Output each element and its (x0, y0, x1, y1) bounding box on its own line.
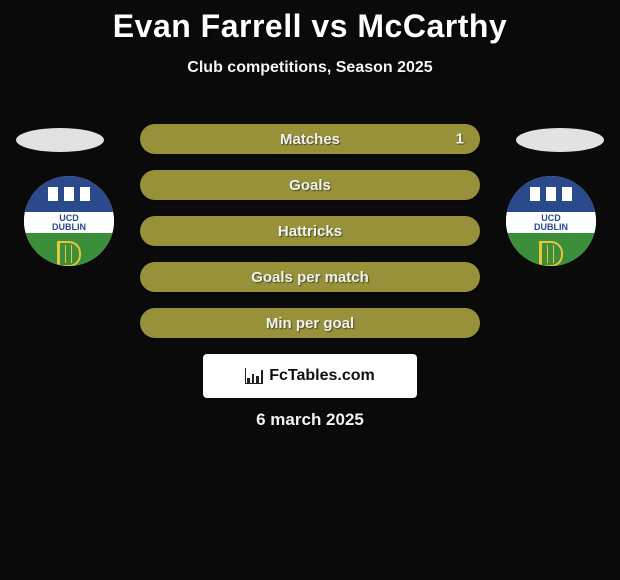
stat-bars: Matches 1 Goals Hattricks Goals per matc… (140, 124, 480, 354)
player-avatar-right (516, 128, 604, 152)
site-logo-text: FcTables.com (269, 367, 375, 385)
stat-bar-label: Matches (280, 131, 340, 148)
badge-bottom (506, 233, 596, 266)
site-logo: FcTables.com (203, 354, 417, 398)
badge-text: UCDDUBLIN (506, 212, 596, 233)
stat-bar-label: Min per goal (266, 315, 354, 332)
stat-bar-label: Goals (289, 177, 331, 194)
subtitle: Club competitions, Season 2025 (0, 59, 620, 77)
date-label: 6 march 2025 (0, 410, 620, 430)
stat-bar-goals: Goals (140, 170, 480, 200)
stat-bar-hattricks: Hattricks (140, 216, 480, 246)
stat-bar-label: Hattricks (278, 223, 342, 240)
stat-bar-matches: Matches 1 (140, 124, 480, 154)
stat-bar-goals-per-match: Goals per match (140, 262, 480, 292)
stat-bar-value-right: 1 (456, 131, 464, 148)
badge-top (506, 176, 596, 212)
stat-bar-min-per-goal: Min per goal (140, 308, 480, 338)
club-badge-left: UCDDUBLIN (24, 176, 114, 266)
stat-bar-label: Goals per match (251, 269, 369, 286)
chart-icon (245, 368, 263, 384)
harp-icon (539, 241, 563, 266)
player-avatar-left (16, 128, 104, 152)
page-title: Evan Farrell vs McCarthy (0, 0, 620, 45)
badge-bottom (24, 233, 114, 266)
badge-text: UCDDUBLIN (24, 212, 114, 233)
badge-top (24, 176, 114, 212)
club-badge-right: UCDDUBLIN (506, 176, 596, 266)
harp-icon (57, 241, 81, 266)
